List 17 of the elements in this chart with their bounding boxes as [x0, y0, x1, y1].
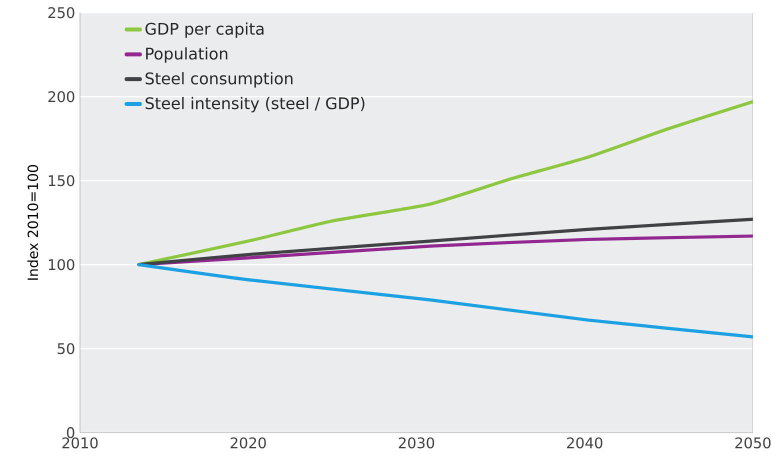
- legend-label: Steel intensity (steel / GDP): [146, 96, 364, 112]
- legend-label: Population: [146, 47, 228, 63]
- x-tick-label: 2010: [62, 437, 98, 448]
- y-tick-label: 150: [48, 175, 74, 186]
- x-tick-label: 2030: [398, 437, 434, 448]
- legend-label: Steel consumption: [146, 72, 292, 88]
- line-series: [137, 263, 753, 338]
- x-tick-label: 2050: [735, 437, 771, 448]
- y-tick-label: 200: [48, 91, 74, 102]
- x-tick-label: 2040: [567, 437, 602, 448]
- legend-label: GDP per capita: [145, 22, 264, 38]
- y-axis-title: Index 2010=100: [27, 165, 38, 280]
- y-tick-label: 100: [48, 259, 74, 270]
- y-tick-label: 0: [66, 427, 74, 438]
- x-tick-label: 2020: [230, 437, 266, 448]
- y-tick-label: 50: [58, 343, 74, 354]
- y-tick-label: 250: [48, 7, 74, 18]
